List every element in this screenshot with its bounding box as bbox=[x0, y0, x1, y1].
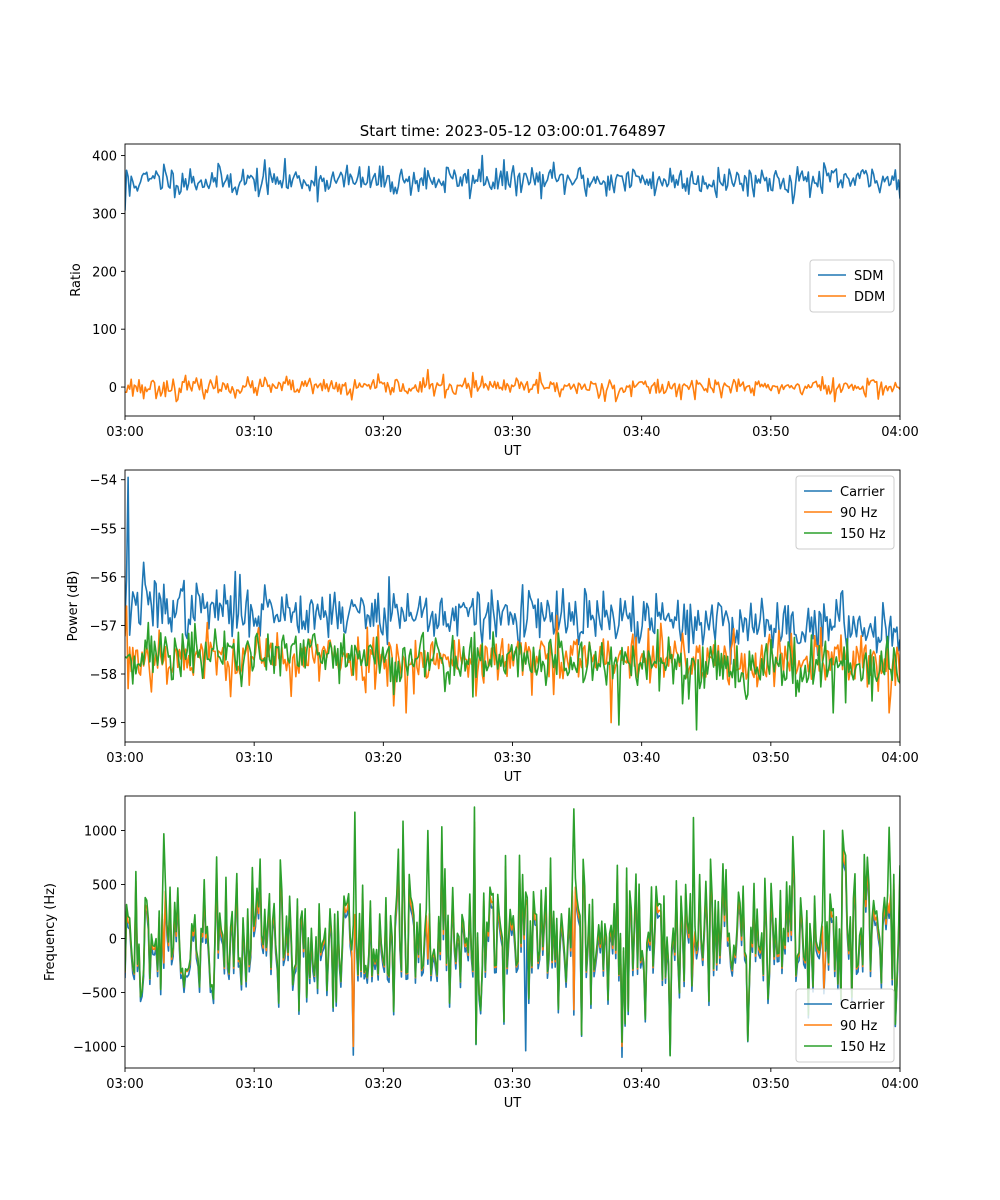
x-tick-label: 03:40 bbox=[623, 425, 660, 440]
x-tick-label: 03:10 bbox=[235, 1077, 272, 1092]
x-axis-label: UT bbox=[504, 444, 522, 459]
x-tick-label: 03:00 bbox=[106, 1077, 143, 1092]
subplot-2: 03:00 03:10 03:20 03:30 03:40 03:50 04:00 −59 −5… bbox=[66, 469, 919, 785]
legend: Carrier 90 Hz 150 Hz bbox=[795, 988, 895, 1063]
y-tick-label: 1000 bbox=[84, 825, 117, 840]
x-tick-label: 03:50 bbox=[752, 1077, 789, 1092]
series-line-150-hz bbox=[125, 806, 900, 1057]
x-tick-label: 04:00 bbox=[881, 751, 918, 766]
x-tick-label: 03:20 bbox=[365, 1077, 402, 1092]
y-tick-label: 0 bbox=[109, 381, 117, 396]
y-tick-label: 0 bbox=[109, 932, 117, 947]
subplot-3: 03:00 03:10 03:20 03:30 03:40 03:50 04:00 −1000… bbox=[43, 795, 919, 1111]
x-tick-label: 03:30 bbox=[494, 425, 531, 440]
x-axis-label: UT bbox=[504, 1096, 522, 1111]
legend-label-carrier: Carrier bbox=[840, 485, 885, 500]
legend: Carrier 90 Hz 150 Hz bbox=[795, 475, 895, 550]
y-tick-label: −55 bbox=[90, 522, 117, 537]
y-axis-label: Ratio bbox=[69, 263, 84, 296]
x-tick-label: 03:00 bbox=[106, 425, 143, 440]
plot-area bbox=[125, 806, 900, 1059]
y-tick-label: 300 bbox=[92, 207, 117, 222]
series-line-carrier bbox=[125, 476, 900, 665]
x-tick-label: 03:20 bbox=[365, 425, 402, 440]
legend-box bbox=[795, 988, 895, 1063]
series-line-ddm bbox=[125, 368, 900, 403]
x-tick-label: 03:30 bbox=[494, 751, 531, 766]
x-tick-label: 04:00 bbox=[881, 1077, 918, 1092]
y-tick-label: 100 bbox=[92, 323, 117, 338]
y-tick-label: −1000 bbox=[73, 1040, 117, 1055]
x-tick-label: 03:40 bbox=[623, 1077, 660, 1092]
y-tick-label: −58 bbox=[90, 668, 117, 683]
legend-box bbox=[795, 475, 895, 550]
plot-area bbox=[125, 476, 900, 731]
series-line-150-hz bbox=[125, 621, 900, 731]
y-tick-label: 400 bbox=[92, 150, 117, 165]
x-axis-label: UT bbox=[504, 770, 522, 785]
legend-label-90-hz: 90 Hz bbox=[840, 1019, 877, 1034]
legend-label-ddm: DDM bbox=[854, 290, 885, 305]
x-tick-label: 03:10 bbox=[235, 425, 272, 440]
y-tick-label: −500 bbox=[81, 986, 117, 1001]
legend: SDM DDM bbox=[809, 259, 895, 313]
y-tick-label: 200 bbox=[92, 265, 117, 280]
y-tick-label: −56 bbox=[90, 571, 117, 586]
legend-label-carrier: Carrier bbox=[840, 998, 885, 1013]
y-tick-label: −57 bbox=[90, 619, 117, 634]
legend-box bbox=[809, 259, 895, 313]
y-axis-label: Power (dB) bbox=[66, 571, 81, 642]
x-tick-label: 03:50 bbox=[752, 425, 789, 440]
x-tick-label: 03:10 bbox=[235, 751, 272, 766]
legend-label-90-hz: 90 Hz bbox=[840, 506, 877, 521]
y-tick-label: −59 bbox=[90, 717, 117, 732]
legend-label-150-hz: 150 Hz bbox=[840, 527, 886, 542]
series-line-sdm bbox=[125, 154, 900, 211]
figure-title: Start time: 2023-05-12 03:00:01.764897 bbox=[360, 122, 666, 140]
legend-label-150-hz: 150 Hz bbox=[840, 1040, 886, 1055]
x-tick-label: 03:40 bbox=[623, 751, 660, 766]
x-tick-label: 04:00 bbox=[881, 425, 918, 440]
y-tick-label: 500 bbox=[92, 879, 117, 894]
y-tick-label: −54 bbox=[90, 474, 117, 489]
x-tick-label: 03:20 bbox=[365, 751, 402, 766]
x-tick-label: 03:50 bbox=[752, 751, 789, 766]
legend-label-sdm: SDM bbox=[854, 269, 883, 284]
plot-area bbox=[125, 154, 900, 403]
x-tick-label: 03:30 bbox=[494, 1077, 531, 1092]
x-tick-label: 03:00 bbox=[106, 751, 143, 766]
y-axis-label: Frequency (Hz) bbox=[43, 883, 58, 981]
subplot-1: 03:00 03:10 03:20 03:30 03:40 03:50 04:00 0 100 2… bbox=[69, 143, 919, 459]
